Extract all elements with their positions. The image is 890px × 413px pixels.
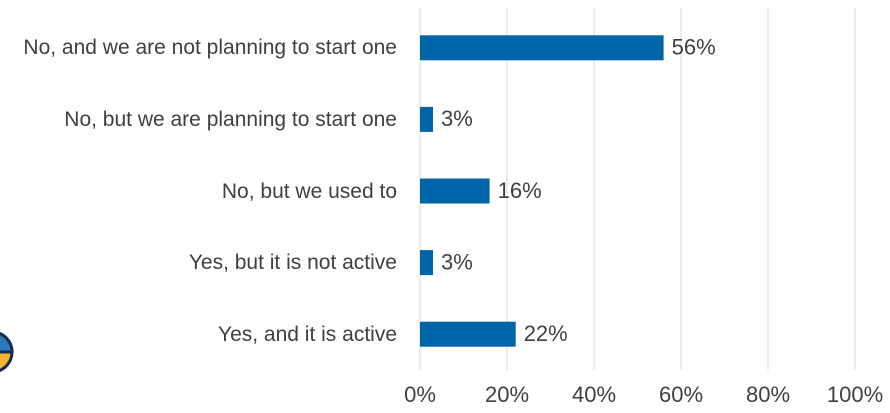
x-tick-label: 80% xyxy=(746,382,790,407)
y-tick-label: No, and we are not planning to start one xyxy=(23,36,397,60)
bar xyxy=(420,321,516,347)
category-label-box: No, but we used to xyxy=(2,161,397,221)
y-tick-label: Yes, but it is not active xyxy=(188,251,397,275)
data-label: 3% xyxy=(441,106,473,131)
bar xyxy=(420,106,434,132)
y-tick-label: No, but we are planning to start one xyxy=(64,107,397,131)
data-label: 3% xyxy=(441,249,473,274)
data-label: 16% xyxy=(498,178,542,203)
category-label-box: Yes, and it is active xyxy=(2,304,397,364)
logo xyxy=(0,332,14,372)
x-tick-label: 100% xyxy=(827,382,883,407)
bar xyxy=(420,35,664,61)
category-label-box: No, and we are not planning to start one xyxy=(2,18,397,78)
x-tick-label: 20% xyxy=(485,382,529,407)
bar xyxy=(420,178,490,204)
category-label-box: Yes, but it is not active xyxy=(2,233,397,293)
y-tick-label: Yes, and it is active xyxy=(218,322,397,346)
bar xyxy=(420,250,434,276)
data-label: 22% xyxy=(524,321,568,346)
x-tick-label: 60% xyxy=(659,382,703,407)
x-tick-label: 0% xyxy=(404,382,436,407)
y-tick-label: No, but we used to xyxy=(221,179,397,203)
x-tick-label: 40% xyxy=(572,382,616,407)
category-label-box: No, but we are planning to start one xyxy=(2,89,397,149)
data-label: 56% xyxy=(672,35,716,60)
